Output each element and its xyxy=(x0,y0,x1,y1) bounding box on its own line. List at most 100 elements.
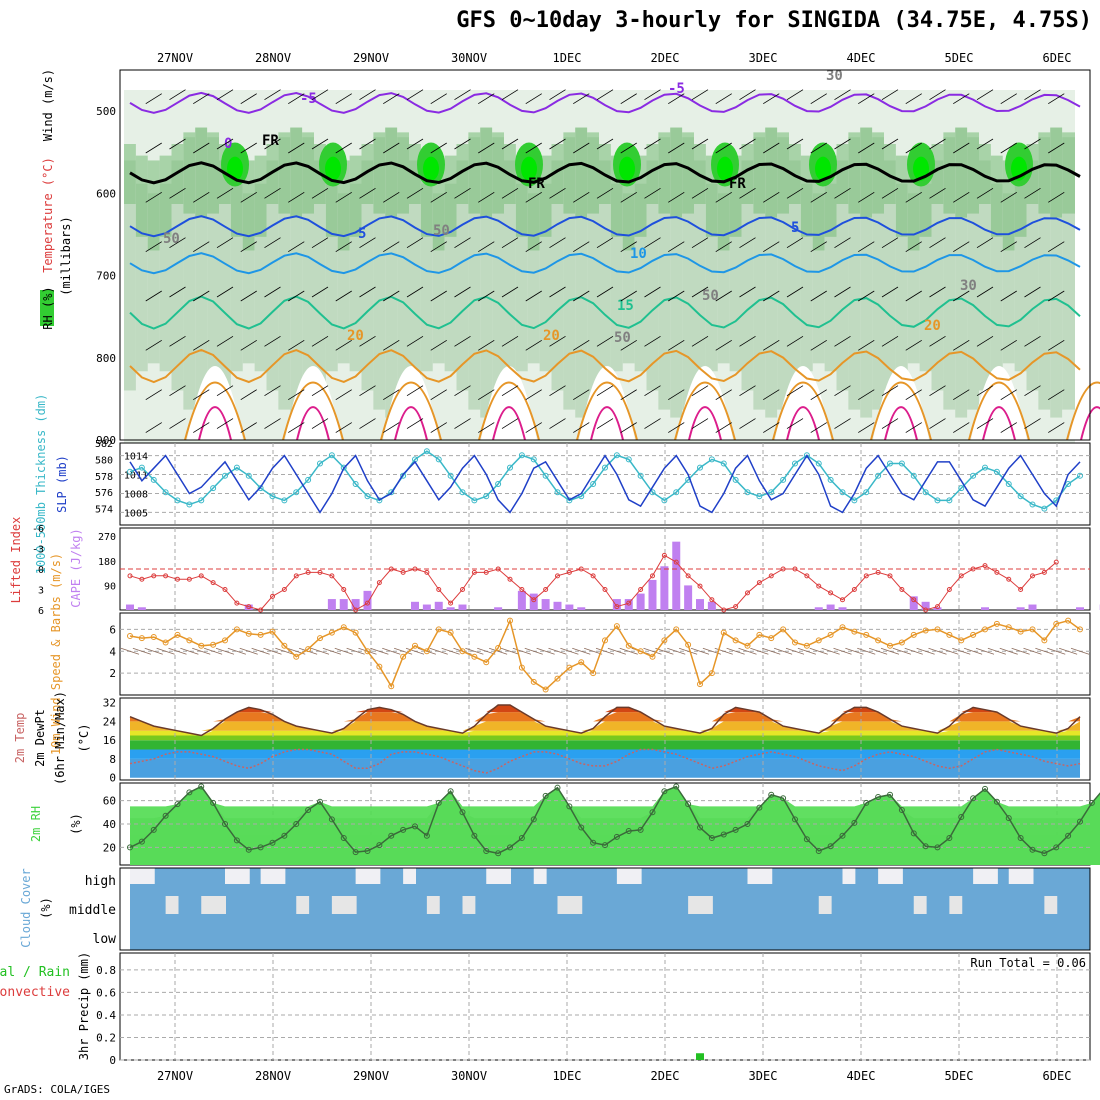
precip-axis-label: 3hr Precip (mm) xyxy=(77,952,91,1060)
surface-wind-barb xyxy=(690,647,710,655)
wind-barb xyxy=(359,89,376,101)
surface-wind-barb xyxy=(952,647,971,655)
cape-bar xyxy=(339,599,348,610)
surface-wind-barb xyxy=(999,647,1018,655)
wind-barb xyxy=(145,93,162,105)
dry-plume xyxy=(383,366,439,440)
wind-barb xyxy=(953,290,970,302)
wind-barb xyxy=(810,142,827,154)
rh-shade-mid xyxy=(884,160,897,391)
thickness-point xyxy=(554,489,561,496)
li-point xyxy=(483,569,489,575)
wind-barb xyxy=(881,418,899,429)
surface-wind-barb xyxy=(833,647,852,655)
rh2m-point xyxy=(162,812,169,819)
wind-barb xyxy=(620,290,637,302)
rh2m-point xyxy=(518,835,525,842)
slp-tick: 1014 xyxy=(124,452,148,463)
cloud-gap-middle xyxy=(201,896,215,914)
surface-wind-barb xyxy=(762,647,781,655)
wind-barb xyxy=(834,237,851,249)
thickness-point xyxy=(198,497,205,504)
rh-shade-dark xyxy=(159,155,173,237)
cloud-bg xyxy=(130,868,1090,950)
thickness-point xyxy=(637,472,644,479)
wind-barb xyxy=(478,290,495,302)
wind-barb xyxy=(311,89,329,101)
wind-barb xyxy=(1000,241,1017,253)
dewpt-axis-label: 2m DewPt xyxy=(33,709,47,767)
surface-wind-barb xyxy=(845,647,864,655)
li-point xyxy=(946,587,952,592)
thickness-point xyxy=(756,493,763,500)
isotherm-arch-warm xyxy=(982,406,1016,441)
cape-bar xyxy=(363,590,372,610)
rh-shade-dark xyxy=(207,132,220,214)
wind-speed-point xyxy=(863,631,870,638)
temp-band xyxy=(130,749,1080,759)
wind-barb xyxy=(596,237,614,249)
rh2m-point xyxy=(1065,832,1072,839)
wind-barb xyxy=(193,422,210,433)
cloud-gap-middle xyxy=(462,896,476,914)
thickness-point xyxy=(542,472,549,479)
cloud-gap-middle xyxy=(296,896,310,914)
wind-speed-point xyxy=(412,642,418,649)
rh2m-point xyxy=(150,826,157,833)
temp-band xyxy=(130,735,1080,741)
slp-tick: 1005 xyxy=(124,508,148,519)
rh-tick: 20 xyxy=(103,841,116,854)
wind-barb xyxy=(264,138,281,150)
wind-barb xyxy=(383,339,400,351)
wind-legend-label: Wind (m/s) xyxy=(41,69,55,141)
contour-label: 15 xyxy=(617,298,634,314)
surface-wind-barb xyxy=(168,647,187,655)
slp-tick: 1011 xyxy=(124,471,148,482)
surface-wind-barb xyxy=(334,647,353,655)
precip-tick: 0.4 xyxy=(96,1009,116,1022)
rh-shade-dark xyxy=(278,132,292,214)
upper-air-frame xyxy=(119,69,1091,441)
li-point xyxy=(1053,559,1059,565)
wind-barb xyxy=(976,138,994,150)
wind-barb xyxy=(858,241,875,253)
wind-barb xyxy=(430,191,447,203)
thickness-point xyxy=(447,472,454,479)
wind-speed-point xyxy=(364,648,371,655)
rh2m-point xyxy=(495,850,502,857)
contour-label: 20 xyxy=(924,318,941,334)
thickness-point xyxy=(518,452,525,459)
wind-barb xyxy=(525,422,542,433)
wind-speed-point xyxy=(174,631,181,638)
rh-shade-mid xyxy=(599,160,612,391)
surface-wind-barb xyxy=(310,647,330,655)
li-point xyxy=(614,604,620,610)
wind-barb xyxy=(953,422,970,433)
li-point xyxy=(982,563,988,569)
cloud-gap-high xyxy=(498,868,511,884)
isotherm-line xyxy=(129,295,1081,330)
cloud-gap-middle xyxy=(949,896,963,914)
wind-barb xyxy=(193,241,210,253)
wind-barb xyxy=(501,187,519,199)
li-point xyxy=(733,604,739,610)
wind-barb xyxy=(335,339,352,351)
wind-barb xyxy=(620,389,637,401)
isotherm-arch xyxy=(380,381,442,441)
wind-barb xyxy=(881,385,899,397)
wind-barb xyxy=(715,93,732,105)
wind-speed-point xyxy=(281,642,288,649)
li-point xyxy=(163,573,169,579)
wind-barb xyxy=(169,138,186,150)
wind-speed-point xyxy=(982,626,988,633)
wind-barb xyxy=(739,418,756,429)
wind-barb xyxy=(929,286,946,298)
wind-speed-point xyxy=(554,675,561,682)
wind-barb xyxy=(881,237,899,249)
li-line xyxy=(129,554,1057,611)
wind-barb xyxy=(288,389,305,401)
rh-axis-label: 2m RH xyxy=(29,806,43,842)
temp-tick: 0 xyxy=(109,772,116,785)
rh2m-point xyxy=(554,784,561,791)
li-point xyxy=(234,600,240,606)
